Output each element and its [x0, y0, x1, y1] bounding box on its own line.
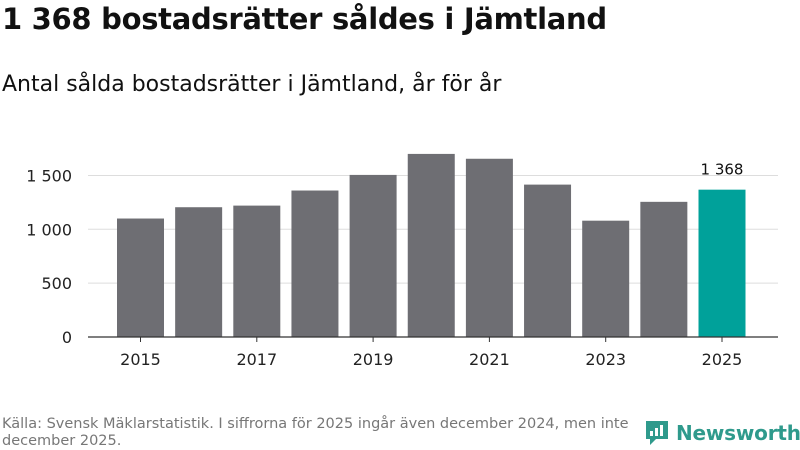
x-tick-label: 2021 [469, 350, 510, 369]
data-label: 1 368 [701, 161, 744, 179]
bar [291, 190, 339, 337]
bar [233, 205, 281, 337]
bar [640, 201, 688, 337]
bar [349, 174, 397, 337]
newsworthy-logo-icon [646, 421, 668, 445]
bar [582, 220, 630, 337]
x-tick-label: 2019 [353, 350, 394, 369]
chart-subtitle: Antal sålda bostadsrätter i Jämtland, år… [2, 72, 502, 97]
x-tick-label: 2017 [236, 350, 277, 369]
bar [175, 207, 223, 337]
bar [465, 158, 513, 337]
x-tick-label: 2025 [702, 350, 743, 369]
source-footnote: Källa: Svensk Mäklarstatistik. I siffror… [2, 416, 629, 449]
x-tick-label: 2023 [585, 350, 626, 369]
bar [407, 153, 455, 337]
y-tick-label: 1 000 [26, 220, 72, 239]
x-tick-label: 2015 [120, 350, 161, 369]
brand-name: Newsworthy [676, 421, 800, 445]
y-tick-label: 0 [62, 328, 72, 347]
bar [698, 189, 746, 337]
y-tick-label: 1 500 [26, 166, 72, 185]
chart-title: 1 368 bostadsrätter såldes i Jämtland [2, 2, 607, 36]
y-tick-label: 500 [41, 274, 72, 293]
bar [524, 184, 572, 337]
bar [117, 218, 164, 337]
bar-chart: 0 500 1 000 1 500 2015 2017 2019 2021 2023 2025 1 … [26, 153, 778, 369]
brand-logo[interactable]: Newsworthy [644, 419, 800, 447]
